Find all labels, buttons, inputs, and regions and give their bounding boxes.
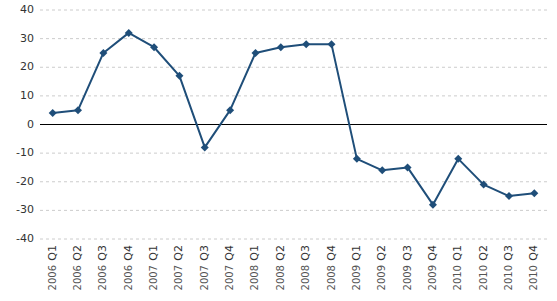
x-tick-label: Q2 (71, 245, 84, 261)
marker (201, 143, 209, 151)
marker (74, 106, 82, 114)
marker (530, 189, 538, 197)
x-tick-label: Q4 (325, 245, 338, 261)
line (53, 33, 535, 205)
x-tick-label: Q3 (96, 245, 109, 261)
marker (480, 181, 488, 189)
x-tick-label: Q4 (122, 245, 135, 261)
year-label: 2009 (351, 265, 362, 290)
y-tick-label: -10 (16, 146, 34, 159)
x-tick-label: Q1 (46, 245, 59, 261)
grid-line (40, 181, 547, 182)
x-tick-label: Q2 (172, 245, 185, 261)
zero-line (40, 124, 547, 125)
y-axis: -40 -30 -20 -10 0 10 20 30 40 (16, 3, 547, 245)
marker (404, 163, 412, 171)
marker (226, 106, 234, 114)
marker (125, 29, 133, 37)
year-label: 2010 (503, 265, 514, 290)
x-axis: Q1 Q2 Q3 Q4 Q1 Q2 Q3 Q4 Q1 Q2 Q3 Q4 Q1 Q2 Q3 Q4 Q1 Q2 Q3 Q4… (46, 245, 541, 290)
year-label: 2006 (97, 265, 108, 290)
year-label: 2009 (376, 265, 387, 290)
x-tick-label: Q4 (426, 245, 439, 261)
chart-container: -40-30-20-10010203040Q1Q2Q3Q4Q1Q2Q3Q4Q1Q… (0, 0, 557, 301)
grid-line (40, 67, 547, 68)
x-tick-label: Q2 (477, 245, 490, 261)
year-label: 2008 (249, 265, 260, 290)
marker (99, 49, 107, 57)
marker (378, 166, 386, 174)
marker (454, 155, 462, 163)
x-tick-label: Q1 (350, 245, 363, 261)
year-label: 2008 (326, 265, 337, 290)
y-tick-label: -30 (16, 203, 34, 216)
marker (175, 72, 183, 80)
grid-line (40, 38, 547, 39)
y-tick-label: 30 (20, 32, 34, 45)
marker (505, 192, 513, 200)
grid-line (40, 10, 547, 11)
marker (302, 40, 310, 48)
marker (277, 43, 285, 51)
y-tick-label: -40 (16, 232, 34, 245)
x-tick-label: Q2 (274, 245, 287, 261)
x-tick-label: Q3 (299, 245, 312, 261)
y-tick-label: 40 (20, 3, 34, 16)
year-label: 2007 (224, 265, 235, 290)
x-tick-label: Q1 (248, 245, 261, 261)
marker (429, 201, 437, 209)
marker (251, 49, 259, 57)
marker (328, 40, 336, 48)
grid-line (40, 95, 547, 96)
x-tick-label: Q4 (527, 245, 540, 261)
y-tick-label: 0 (27, 118, 34, 131)
x-tick-label: Q4 (223, 245, 236, 261)
year-label: 2010 (478, 265, 489, 290)
year-label: 2006 (47, 265, 58, 290)
marker (353, 155, 361, 163)
grid-line (40, 239, 547, 240)
year-label: 2006 (72, 265, 83, 290)
year-label: 2009 (402, 265, 413, 290)
x-tick-label: Q2 (375, 245, 388, 261)
year-label: 2009 (427, 265, 438, 290)
y-tick-label: 10 (20, 89, 34, 102)
year-label: 2007 (199, 265, 210, 290)
year-label: 2008 (275, 265, 286, 290)
year-label: 2008 (300, 265, 311, 290)
year-label: 2007 (148, 265, 159, 290)
year-label: 2010 (452, 265, 463, 290)
year-label: 2006 (123, 265, 134, 290)
x-tick-label: Q1 (451, 245, 464, 261)
year-label: 2010 (528, 265, 539, 290)
x-tick-label: Q3 (502, 245, 515, 261)
series (49, 29, 539, 209)
x-tick-label: Q1 (147, 245, 160, 261)
marker (49, 109, 57, 117)
grid-line (40, 153, 547, 154)
grid-line (40, 210, 547, 211)
x-tick-label: Q3 (198, 245, 211, 261)
chart: -40-30-20-10010203040Q1Q2Q3Q4Q1Q2Q3Q4Q1Q… (0, 0, 557, 301)
year-label: 2007 (173, 265, 184, 290)
x-tick-label: Q3 (401, 245, 414, 261)
marker (150, 43, 158, 51)
y-tick-label: 20 (20, 60, 34, 73)
y-tick-label: -20 (16, 175, 34, 188)
